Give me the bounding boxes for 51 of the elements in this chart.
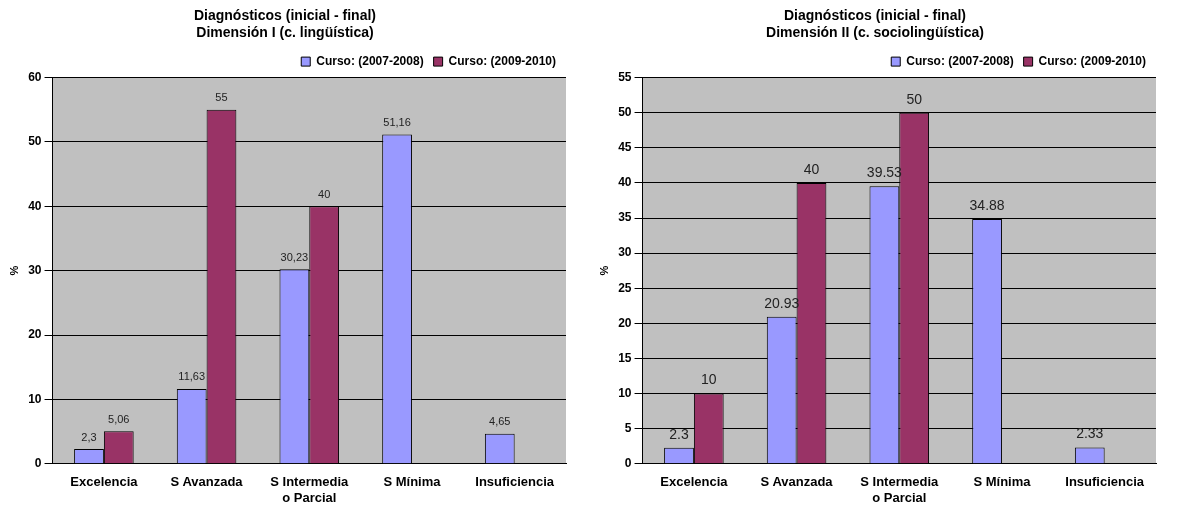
y-tick-label: 40 (618, 175, 632, 190)
legend-label: Curso: (2009-2010) (1038, 53, 1147, 68)
data-label: 2.33 (1076, 425, 1104, 442)
y-tick-label: 10 (28, 391, 42, 406)
data-label: 40 (318, 187, 331, 200)
x-tick-label: S Intermedia o Parcial (860, 474, 940, 505)
data-label: 2,3 (81, 430, 97, 443)
legend-label: Curso: (2007-2008) (316, 53, 424, 68)
y-tick-label: 60 (28, 69, 42, 84)
legend-label: Curso: (2009-2010) (448, 53, 557, 68)
y-tick-label: 10 (618, 385, 632, 400)
data-label: 11,63 (178, 370, 206, 383)
chart-title: Diagnósticos (inicial - final) Dimensión II (c. sociolingüística) (766, 7, 984, 41)
data-label: 51,16 (383, 116, 411, 129)
data-label: 10 (700, 371, 717, 388)
data-label: 2.3 (669, 425, 689, 442)
x-tick-label: S Avanzada (170, 474, 244, 490)
data-label: 40 (803, 160, 820, 177)
data-label: 4,65 (489, 415, 511, 428)
y-tick-label: 40 (28, 198, 42, 213)
x-tick-label: S Mínima (973, 474, 1032, 490)
y-tick-label: 50 (28, 134, 42, 149)
x-tick-label: Insuficiencia (1065, 474, 1145, 490)
y-tick-label: 30 (618, 245, 632, 260)
data-label: 34.88 (969, 196, 1005, 213)
y-tick-label: 20 (28, 327, 42, 342)
legend-label: Curso: (2007-2008) (906, 53, 1014, 68)
x-tick-label: S Intermedia o Parcial (270, 474, 350, 505)
y-tick-label: 0 (34, 456, 42, 471)
y-axis-title: % (7, 265, 20, 276)
x-tick-label: Excelencia (660, 474, 729, 490)
x-tick-label: Insuficiencia (475, 474, 555, 490)
y-tick-label: 15 (618, 350, 632, 365)
x-tick-label: S Avanzada (760, 474, 834, 490)
y-tick-label: 0 (624, 456, 632, 471)
x-tick-label: Excelencia (70, 474, 139, 490)
y-tick-label: 30 (28, 263, 42, 278)
data-label: 30,23 (280, 250, 309, 263)
y-axis-title: % (597, 265, 610, 276)
y-tick-label: 45 (618, 140, 632, 155)
y-tick-label: 5 (624, 421, 632, 435)
data-label: 50 (906, 90, 923, 107)
y-tick-label: 55 (618, 69, 632, 84)
x-tick-label: S Mínima (383, 474, 442, 490)
y-tick-label: 35 (618, 210, 632, 225)
y-tick-label: 20 (618, 315, 632, 330)
data-label: 55 (215, 91, 228, 104)
data-label: 5,06 (108, 412, 130, 425)
y-tick-label: 25 (618, 280, 632, 295)
chart-title: Diagnósticos (inicial - final) Dimensión I (c. lingüística) (193, 7, 377, 41)
y-tick-label: 50 (618, 105, 632, 120)
